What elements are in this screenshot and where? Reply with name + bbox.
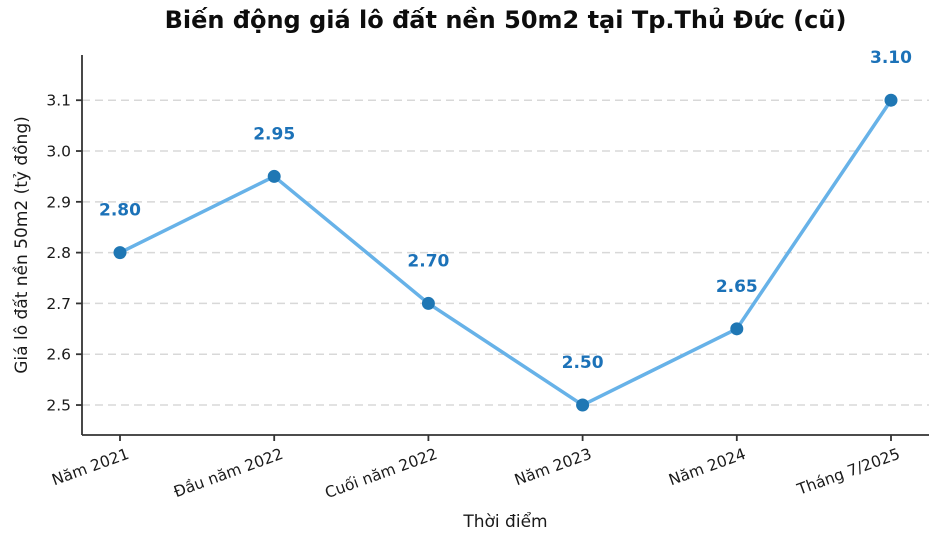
x-tick-label: Cuối năm 2022 (323, 445, 440, 502)
point-value-label: 2.50 (562, 353, 604, 373)
data-point (730, 322, 744, 336)
point-value-label: 2.65 (716, 277, 758, 297)
x-axis-title: Thời điểm (463, 512, 548, 532)
y-tick-label: 2.7 (46, 295, 71, 313)
y-tick-label: 2.6 (46, 346, 71, 364)
data-point (576, 398, 590, 412)
x-tick-label: Đầu năm 2022 (171, 445, 285, 501)
data-point (113, 246, 127, 260)
x-tick-label: Năm 2021 (49, 445, 131, 489)
point-value-label: 2.80 (99, 201, 141, 221)
y-tick-label: 3.1 (46, 92, 71, 110)
y-tick-label: 2.8 (46, 244, 71, 262)
y-tick-label: 2.5 (46, 397, 71, 415)
x-tick-label: Năm 2024 (666, 445, 748, 489)
series-line (118, 98, 893, 407)
x-tick-label: Năm 2023 (512, 445, 594, 489)
point-value-label: 3.10 (870, 48, 912, 68)
y-axis-title: Giá lô đất nền 50m2 (tỷ đồng) (12, 116, 32, 374)
data-point (421, 296, 435, 310)
data-point (267, 169, 281, 183)
y-tick-label: 2.9 (46, 193, 71, 211)
point-value-label: 2.70 (407, 251, 449, 271)
data-point (884, 93, 898, 107)
x-tick-label: Tháng 7/2025 (794, 445, 903, 499)
y-tick-label: 3.0 (46, 143, 71, 161)
point-value-label: 2.95 (253, 124, 295, 144)
chart-title: Biến động giá lô đất nền 50m2 tại Tp.Thủ… (164, 6, 847, 34)
